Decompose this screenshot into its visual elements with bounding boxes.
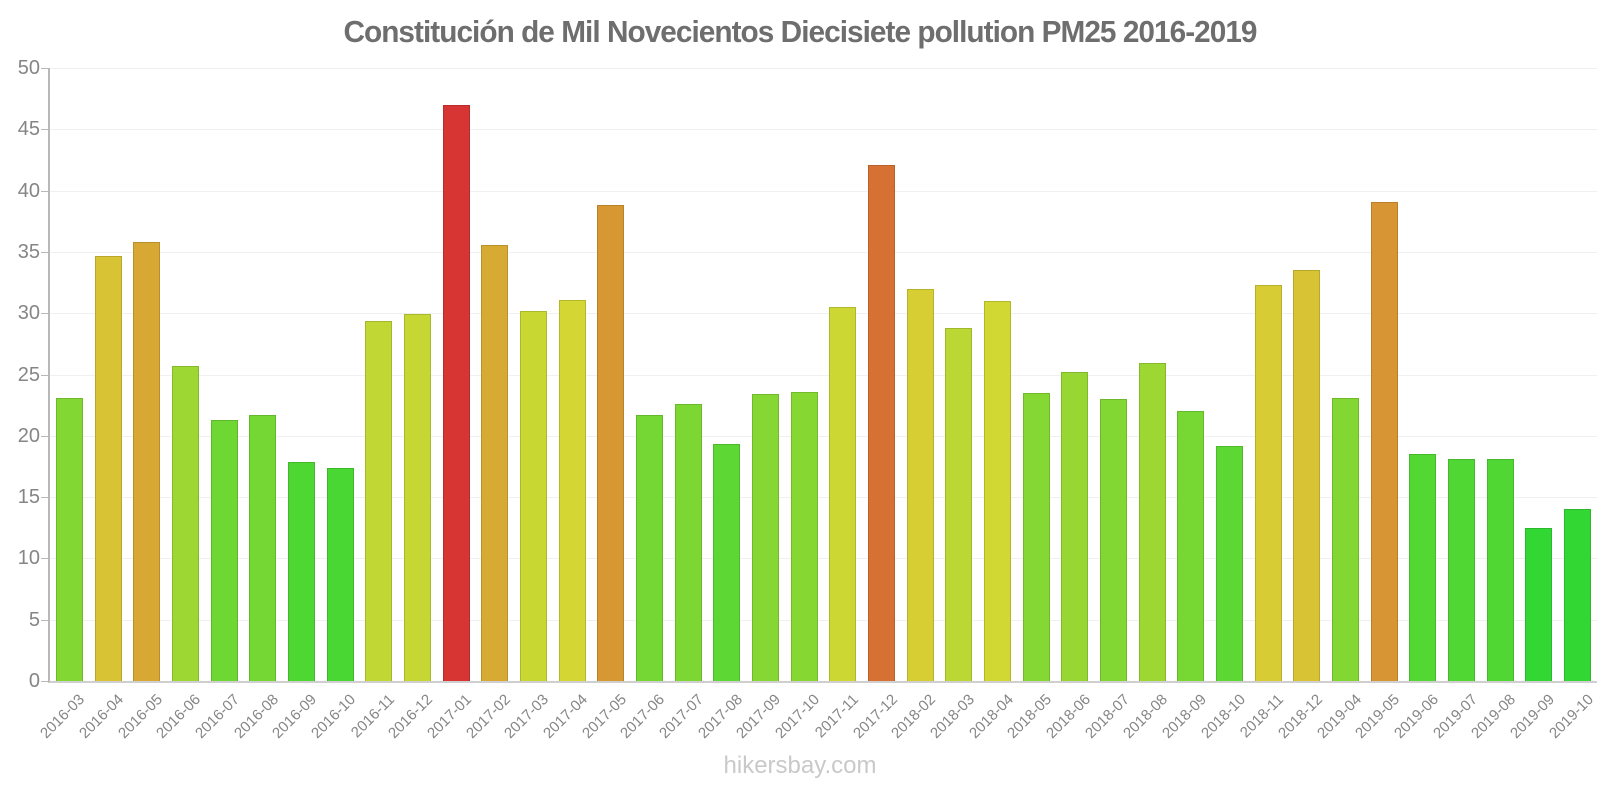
- bar-2019-06: [1409, 454, 1437, 681]
- y-axis-tick: [41, 313, 48, 315]
- bar-2017-10: [790, 391, 818, 681]
- bar-2016-07: [210, 419, 238, 681]
- gridline: [50, 313, 1597, 315]
- bar-2019-04: [1332, 397, 1360, 681]
- bar-2017-03: [519, 310, 547, 681]
- y-axis-tick-label: 15: [17, 486, 40, 509]
- bar-2018-03: [945, 327, 973, 681]
- bar-2018-10: [1216, 445, 1244, 681]
- y-axis-tick-label: 10: [17, 547, 40, 570]
- y-axis-tick-label: 30: [17, 302, 40, 325]
- y-axis-tick-label: 25: [17, 363, 40, 386]
- bar-2016-09: [287, 461, 315, 681]
- bar-2018-02: [906, 288, 934, 681]
- bar-2017-06: [635, 414, 663, 681]
- bar-2016-12: [403, 314, 431, 681]
- y-axis-tick: [41, 558, 48, 560]
- y-axis-tick: [41, 619, 48, 621]
- gridline: [50, 374, 1597, 376]
- y-axis-tick: [41, 68, 48, 69]
- y-axis-tick: [41, 251, 48, 253]
- bar-2017-09: [751, 394, 779, 681]
- gridline: [50, 251, 1597, 253]
- bar-2018-06: [1061, 372, 1089, 681]
- bar-2016-05: [133, 242, 161, 681]
- bar-2019-10: [1564, 509, 1592, 681]
- bar-2019-08: [1486, 459, 1514, 681]
- bar-2018-12: [1293, 270, 1321, 681]
- bar-2016-10: [326, 467, 354, 681]
- y-axis-tick-label: 0: [28, 670, 40, 692]
- gridline: [50, 558, 1597, 560]
- y-axis-tick-label: 20: [17, 424, 40, 447]
- bar-2017-11: [829, 307, 857, 681]
- bar-2018-11: [1254, 285, 1282, 681]
- bar-2017-01: [442, 104, 470, 681]
- y-axis-tick: [41, 190, 48, 192]
- y-axis-tick: [41, 497, 48, 499]
- y-axis-tick: [41, 435, 48, 437]
- bar-2017-04: [558, 299, 586, 681]
- gridline: [50, 68, 1597, 69]
- bar-2018-07: [1100, 399, 1128, 681]
- bar-2018-04: [984, 300, 1012, 681]
- watermark-text: hikersbay.com: [723, 752, 877, 779]
- gridline: [50, 497, 1597, 499]
- y-axis-tick-label: 35: [17, 240, 40, 263]
- bar-2016-11: [365, 320, 393, 681]
- y-axis-tick-label: 50: [17, 57, 40, 79]
- chart-title: Constitución de Mil Novecientos Diecisie…: [343, 14, 1257, 49]
- bar-2019-09: [1525, 527, 1553, 681]
- y-axis-tick: [41, 374, 48, 376]
- gridline: [50, 129, 1597, 131]
- gridline: [50, 190, 1597, 192]
- bar-2016-03: [55, 397, 83, 681]
- bar-2016-04: [94, 255, 122, 681]
- bar-2016-08: [249, 414, 277, 681]
- bar-2018-09: [1177, 411, 1205, 681]
- bar-2016-06: [171, 365, 199, 681]
- bar-2019-05: [1370, 201, 1398, 681]
- y-axis-tick-label: 45: [17, 118, 40, 141]
- bar-2018-05: [1022, 392, 1050, 681]
- gridline: [50, 435, 1597, 437]
- y-axis-tick: [41, 129, 48, 131]
- bar-2017-07: [674, 403, 702, 681]
- bar-2017-05: [597, 205, 625, 681]
- gridline: [50, 619, 1597, 621]
- bar-2018-08: [1138, 363, 1166, 681]
- bar-2019-07: [1448, 459, 1476, 681]
- bar-2017-08: [713, 444, 741, 681]
- bar-2017-12: [868, 164, 895, 681]
- plot-area: [48, 68, 1597, 683]
- bar-2017-02: [481, 244, 509, 681]
- y-axis-tick-label: 40: [17, 179, 40, 202]
- y-axis-tick-label: 5: [28, 608, 40, 631]
- y-axis-tick: [41, 681, 48, 682]
